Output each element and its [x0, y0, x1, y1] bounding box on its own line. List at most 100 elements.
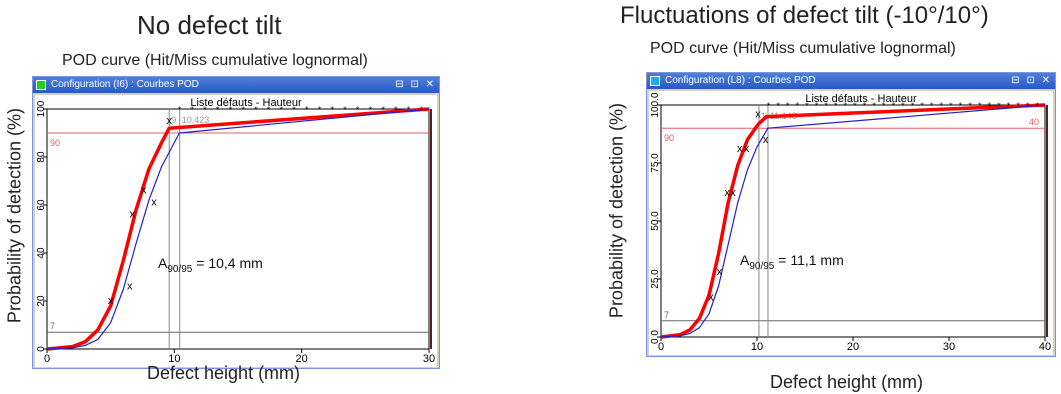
top-hit-marker: * — [892, 101, 896, 111]
y-tick-label: 40 — [36, 247, 47, 259]
hit-marker: x — [708, 292, 714, 304]
top-hit-marker: * — [863, 101, 867, 111]
x-tick-label: 40 — [1039, 341, 1051, 353]
right-axis-label: % — [1052, 216, 1053, 226]
top-hit-marker: * — [988, 101, 992, 111]
top-hit-marker: * — [1026, 101, 1030, 111]
confidence-bound-curve — [46, 108, 430, 350]
top-hit-marker: * — [280, 105, 284, 115]
right-value-label: 40 — [1029, 117, 1039, 127]
y-tick-label: 100.0 — [650, 92, 661, 117]
top-hit-marker: * — [815, 101, 819, 111]
top-hit-marker: * — [241, 105, 245, 115]
panel1-window-controls-icon[interactable]: ⊟ ⊡ ✕ — [395, 79, 436, 90]
panel1-window-titlebar[interactable]: Configuration (I6) : Courbes POD ⊟ ⊡ ✕ — [33, 77, 439, 93]
top-hit-marker: * — [216, 105, 220, 115]
x-tick-label: 0 — [44, 353, 50, 365]
top-hit-marker: * — [318, 105, 322, 115]
panel2-window-controls-icon[interactable]: ⊟ ⊡ ✕ — [1011, 75, 1052, 86]
top-hit-marker: * — [776, 101, 780, 111]
top-hit-marker: * — [1036, 101, 1040, 111]
y-tick-label: 0.0 — [650, 330, 661, 344]
hit-marker: x — [127, 281, 133, 293]
panel2-pod-window: Configuration (L8) : Courbes POD ⊟ ⊡ ✕ L… — [646, 72, 1056, 357]
y-tick-label: 100 — [36, 100, 47, 117]
top-hit-marker: * — [356, 105, 360, 115]
top-hit-marker: * — [229, 105, 233, 115]
y-tick-label: 25.0 — [650, 269, 661, 289]
hit-marker: x — [763, 134, 769, 146]
hit-marker: x — [730, 187, 736, 199]
top-hit-marker: * — [178, 105, 182, 115]
right-axis-label: % — [436, 224, 437, 234]
threshold-vline-label: 10.423 — [182, 115, 210, 125]
top-hit-marker: * — [834, 101, 838, 111]
panel2-x-axis-title: Defect height (mm) — [770, 372, 924, 392]
hit-marker: x — [130, 209, 136, 221]
panel2-heading: Fluctuations of defect tilt (-10°/10°) — [620, 2, 989, 29]
top-hit-marker: * — [978, 101, 982, 111]
panel2-window-titlebar[interactable]: Configuration (L8) : Courbes POD ⊟ ⊡ ✕ — [647, 73, 1055, 89]
top-hit-marker: * — [930, 101, 934, 111]
pod-curve — [660, 103, 1046, 339]
panel2-subtitle: POD curve (Hit/Miss cumulative lognormal… — [650, 40, 956, 57]
x-tick-label: 10 — [168, 353, 180, 365]
hit-marker: x — [108, 295, 114, 307]
panel1-window-title: Configuration (I6) : Courbes POD — [51, 79, 199, 90]
pod-curve — [46, 107, 430, 351]
top-hit-marker: * — [911, 101, 915, 111]
top-hit-marker: * — [369, 105, 373, 115]
top-hit-marker: * — [1007, 101, 1011, 111]
hit-marker: x — [724, 187, 730, 199]
top-hit-marker: * — [292, 105, 296, 115]
top-hit-marker: * — [330, 105, 334, 115]
top-hit-marker: * — [394, 105, 398, 115]
window-app-icon — [650, 76, 660, 86]
panel1-chart: Liste défauts - Hauteur% 0 20 40 60 80 100 0 10 2… — [36, 97, 437, 365]
top-hit-marker: * — [968, 101, 972, 111]
top-hit-marker: * — [872, 101, 876, 111]
reference-level-label: 90 — [50, 138, 60, 148]
threshold-vline-label: 9 — [171, 115, 176, 125]
y-tick-label: 0 — [36, 346, 47, 352]
panel1-subtitle: POD curve (Hit/Miss cumulative lognormal… — [62, 52, 368, 69]
hit-marker: x — [166, 115, 172, 127]
hit-marker: x — [737, 143, 743, 155]
panel2-y-axis-title: Probability of detection (%) — [606, 102, 627, 319]
top-hit-marker: * — [381, 105, 385, 115]
top-hit-marker: * — [853, 101, 857, 111]
window-app-icon — [36, 80, 46, 90]
top-hit-marker: * — [949, 101, 953, 111]
top-hit-marker: * — [805, 101, 809, 111]
top-hit-marker: * — [267, 105, 271, 115]
reference-level-label: 7 — [664, 310, 669, 320]
panel2-a9095-annotation: A90/95 = 11,1 mm — [740, 252, 844, 272]
top-hit-marker: * — [796, 101, 800, 111]
plot-frame — [660, 104, 1046, 338]
top-hit-marker: * — [997, 101, 1001, 111]
hit-marker: x — [717, 266, 723, 278]
x-tick-label: 20 — [296, 353, 308, 365]
panel1-y-axis-title: Probability of detection (%) — [4, 107, 25, 324]
panel1-pod-window: Configuration (I6) : Courbes POD ⊟ ⊡ ✕ L… — [32, 76, 440, 369]
top-hit-marker: * — [844, 101, 848, 111]
x-tick-label: 10 — [751, 341, 763, 353]
top-hit-marker: * — [407, 105, 411, 115]
top-hit-marker: * — [254, 105, 258, 115]
panel1-heading: No defect tilt — [137, 10, 282, 40]
top-hit-marker: * — [920, 101, 924, 111]
top-hit-marker: * — [305, 105, 309, 115]
y-tick-label: 50.0 — [650, 211, 661, 231]
top-hit-marker: * — [882, 101, 886, 111]
panel2-window-title: Configuration (L8) : Courbes POD — [665, 75, 816, 86]
panel1-a9095-annotation: A90/95 = 10,4 mm — [158, 255, 263, 275]
top-hit-marker: * — [203, 105, 207, 115]
confidence-bound-curve — [660, 104, 1046, 338]
top-hit-marker: * — [901, 101, 905, 111]
x-tick-label: 20 — [847, 341, 859, 353]
plot-header-label: Liste défauts - Hauteur — [190, 97, 302, 109]
top-hit-marker: * — [959, 101, 963, 111]
top-hit-marker: * — [786, 101, 790, 111]
x-tick-label: 0 — [658, 341, 664, 353]
panel1-plot-area: Liste défauts - Hauteur% 0 20 40 60 80 100 0 10 2… — [35, 95, 437, 367]
